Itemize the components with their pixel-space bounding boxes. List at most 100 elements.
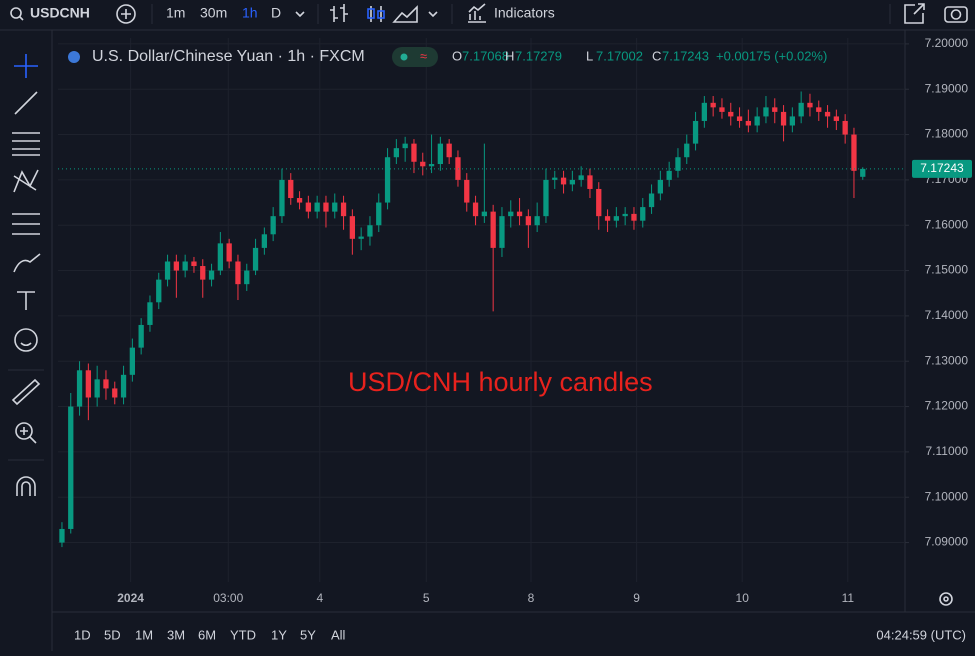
candle-body: [772, 107, 778, 112]
y-tick-label: 7.16000: [925, 217, 969, 231]
candle-body: [560, 177, 567, 185]
candle-body: [596, 188, 602, 217]
candle-body: [208, 270, 215, 280]
top-toolbar: [0, 0, 975, 30]
candle-style[interactable]: [367, 8, 375, 19]
candle-body: [481, 211, 487, 217]
candle-body: [217, 243, 223, 271]
indicators-button[interactable]: Indicators: [494, 5, 555, 21]
y-tick-label: 7.19000: [925, 81, 969, 95]
search-icon[interactable]: [10, 7, 22, 19]
x-tick-label: 9: [633, 591, 640, 605]
x-tick-label: 4: [316, 591, 323, 605]
screenshot-icon[interactable]: [944, 6, 968, 23]
candle-body: [851, 134, 857, 171]
candle-body: [332, 202, 338, 212]
candle-body: [173, 261, 179, 271]
interval[interactable]: D: [271, 5, 281, 21]
y-tick-label: 7.20000: [925, 36, 969, 50]
dropdown[interactable]: [428, 11, 438, 18]
annotation: USD/CNH hourly candles: [348, 367, 653, 397]
share-icon[interactable]: [904, 3, 925, 24]
candle-body: [103, 379, 109, 389]
candle-body: [59, 528, 65, 543]
last-price-label: 7.17243: [920, 161, 964, 175]
pattern-tool[interactable]: [13, 169, 39, 193]
candle-body: [437, 143, 443, 165]
range-button[interactable]: 6M: [198, 627, 216, 642]
bars-style[interactable]: [330, 4, 348, 22]
candle-body: [314, 202, 320, 212]
candle-body: [587, 175, 593, 189]
y-tick-label: 7.09000: [925, 535, 969, 549]
clock: 04:24:59 (UTC): [876, 627, 966, 642]
candle-body: [763, 107, 769, 117]
magnet-tool[interactable]: [16, 476, 36, 496]
candle-body: [226, 243, 232, 262]
text-tool[interactable]: [17, 291, 35, 310]
y-tick-label: 7.11000: [926, 444, 969, 458]
line-tool[interactable]: [14, 91, 38, 115]
interval-active[interactable]: 1h: [242, 5, 258, 21]
range-button[interactable]: YTD: [230, 627, 256, 642]
candle-body: [200, 266, 206, 280]
candle-body: [68, 406, 74, 529]
y-tick-label: 7.12000: [925, 399, 969, 413]
candle-body: [323, 202, 329, 212]
zoom-tool[interactable]: [15, 422, 33, 440]
candle-body: [754, 116, 760, 126]
candle-body: [411, 143, 417, 162]
interval[interactable]: 1m: [166, 5, 185, 21]
range-button[interactable]: 5D: [104, 627, 121, 642]
brush-tool[interactable]: [13, 253, 41, 273]
candle-body: [745, 120, 751, 126]
candle-body: [164, 261, 171, 280]
prediction-tool[interactable]: [12, 213, 40, 235]
candle-body: [156, 279, 162, 303]
candle-body: [710, 102, 716, 108]
x-tick-label: 8: [528, 591, 535, 605]
range-button[interactable]: 1D: [74, 627, 91, 642]
candle-body: [604, 216, 611, 221]
candle-body: [807, 102, 813, 108]
x-tick-label: 10: [736, 591, 750, 605]
market-status[interactable]: [392, 47, 438, 67]
range-button[interactable]: 1Y: [271, 627, 287, 642]
candle-body: [358, 236, 364, 239]
area-style[interactable]: [392, 5, 418, 23]
fib-tool[interactable]: [12, 132, 40, 156]
candle-body: [340, 202, 347, 217]
settings-icon[interactable]: [939, 592, 953, 606]
add-symbol[interactable]: [116, 4, 136, 24]
candle-body: [578, 175, 584, 180]
y-tick-label: 7.10000: [925, 489, 969, 503]
candle-body: [376, 202, 382, 226]
range-button[interactable]: All: [331, 627, 346, 642]
candle-body: [367, 225, 373, 237]
y-tick-label: 7.15000: [925, 263, 969, 277]
candle-body: [120, 374, 127, 398]
dropdown[interactable]: [295, 11, 305, 18]
y-tick-label: 7.14000: [925, 308, 969, 322]
candle-body: [305, 202, 311, 212]
interval[interactable]: 30m: [200, 5, 227, 21]
candle-body: [692, 120, 699, 144]
candle-body: [472, 202, 479, 217]
crosshair-tool[interactable]: [14, 54, 38, 78]
emoji-tool[interactable]: [14, 328, 38, 352]
ruler-tool[interactable]: [11, 378, 41, 406]
symbol[interactable]: USDCNH: [30, 5, 90, 21]
candle-body: [543, 179, 549, 217]
candle-body: [534, 216, 540, 226]
legend-key: H: [505, 48, 514, 63]
add-symbol-plus: [121, 9, 131, 19]
candle-body: [76, 370, 83, 407]
range-button[interactable]: 5Y: [300, 627, 316, 642]
range-button[interactable]: 3M: [167, 627, 185, 642]
screenshot-lens: [950, 9, 962, 20]
candle-body: [657, 179, 663, 194]
range-button[interactable]: 1M: [135, 627, 153, 642]
legend-value: 7.17068: [462, 48, 509, 63]
chart-title: U.S. Dollar/Chinese Yuan · 1h · FXCM: [92, 48, 365, 65]
